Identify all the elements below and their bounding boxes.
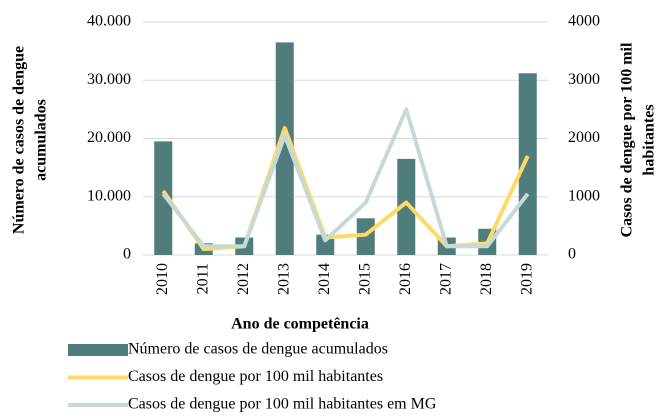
bar — [397, 158, 416, 255]
bar — [518, 73, 537, 255]
x-tick-label: 2014 — [316, 263, 333, 295]
x-tick-label: 2010 — [154, 263, 171, 295]
bar — [356, 218, 375, 255]
y-tick-label: 20.000 — [87, 129, 131, 146]
x-tick-label: 2011 — [194, 263, 211, 294]
legend-swatch — [68, 344, 128, 356]
bar — [316, 234, 335, 255]
legend-label: Casos de dengue por 100 mil habitantes e… — [128, 396, 437, 413]
legend-label: Número de casos de dengue acumulados — [128, 341, 388, 358]
x-tick-label: 2019 — [518, 263, 535, 295]
y-tick-label: 40.000 — [87, 13, 131, 30]
y2-tick-label: 3000 — [568, 71, 600, 88]
bar — [275, 42, 294, 256]
x-tick-label: 2013 — [275, 263, 292, 295]
y2-axis-title: Casos de dengue por 100 mil — [619, 42, 636, 237]
x-tick-label: 2012 — [235, 263, 252, 295]
y2-tick-label: 0 — [568, 246, 576, 263]
y2-tick-label: 4000 — [568, 13, 600, 30]
line — [161, 126, 530, 252]
y-axis-title: acumulados — [33, 99, 50, 181]
y2-tick-label: 2000 — [568, 129, 600, 146]
x-tick-label: 2016 — [397, 263, 414, 295]
y-tick-label: 30.000 — [87, 71, 131, 88]
x-tick-label: 2015 — [356, 263, 373, 295]
y-tick-label: 0 — [123, 246, 131, 263]
y-axis-title: Número de casos de dengue — [11, 46, 28, 234]
y2-axis-title: habitantes — [641, 104, 658, 175]
line — [161, 107, 530, 249]
x-tick-label: 2017 — [437, 263, 454, 295]
x-tick-label: 2018 — [478, 263, 495, 295]
bar — [154, 141, 173, 255]
x-axis-title: Ano de competência — [231, 316, 369, 333]
y-tick-label: 10.000 — [87, 187, 131, 204]
legend-label: Casos de dengue por 100 mil habitantes — [128, 368, 383, 385]
y2-tick-label: 1000 — [568, 187, 600, 204]
